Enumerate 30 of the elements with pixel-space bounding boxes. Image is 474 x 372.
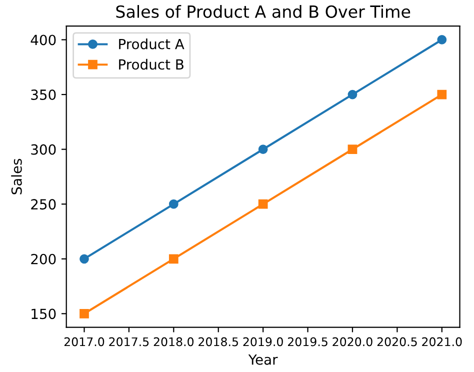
- point: [258, 199, 268, 209]
- y-axis-title: Sales: [11, 158, 22, 194]
- x-axis-title: Year: [248, 354, 278, 365]
- point: [80, 254, 89, 264]
- x-tick-label: 2019.0: [243, 337, 283, 346]
- x-tick-label: 2021.0: [422, 337, 462, 346]
- point: [80, 308, 89, 318]
- point: [168, 254, 178, 264]
- y-tick-label: 250: [31, 199, 56, 210]
- x-tick-label: 2018.5: [198, 337, 238, 346]
- point: [258, 144, 268, 154]
- y-tick-label: 400: [30, 34, 56, 46]
- point: [437, 35, 447, 44]
- point: [168, 199, 178, 209]
- legend-label: Product A: [119, 38, 184, 50]
- point: [348, 144, 358, 154]
- x-tick-label: 2017.0: [64, 337, 104, 346]
- x-tick-label: 2020.0: [332, 337, 372, 346]
- x-tick-label: 2018.0: [154, 337, 194, 346]
- legend-label: Product B: [119, 58, 184, 70]
- y-tick-label: 200: [31, 254, 56, 264]
- y-tick-label: 350: [31, 89, 56, 100]
- x-tick-label: 2020.5: [377, 337, 417, 346]
- x-tick-label: 2017.5: [109, 337, 149, 346]
- point: [348, 90, 358, 100]
- x-tick-label: 2019.5: [288, 337, 328, 346]
- chart-title: Sales of Product A and B Over Time: [116, 5, 410, 18]
- y-tick-label: 150: [32, 308, 56, 320]
- y-tick-label: 300: [31, 144, 56, 155]
- point: [437, 90, 447, 100]
